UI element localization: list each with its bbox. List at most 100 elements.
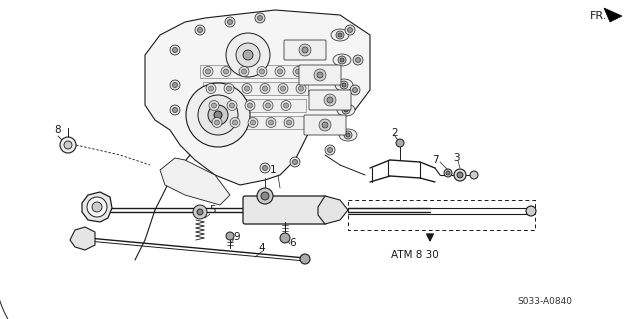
Circle shape (198, 95, 238, 135)
Circle shape (250, 120, 255, 125)
Bar (206, 99, 306, 112)
Circle shape (340, 81, 348, 89)
Ellipse shape (335, 79, 353, 91)
Polygon shape (604, 8, 622, 22)
Text: S033-A0840: S033-A0840 (518, 298, 573, 307)
Circle shape (287, 120, 291, 125)
Circle shape (255, 13, 265, 23)
Circle shape (214, 111, 222, 119)
Circle shape (342, 83, 346, 87)
FancyBboxPatch shape (299, 65, 341, 85)
Circle shape (350, 85, 360, 95)
FancyBboxPatch shape (243, 196, 327, 224)
Polygon shape (160, 158, 230, 205)
Circle shape (344, 108, 348, 112)
Circle shape (248, 117, 258, 128)
Circle shape (248, 103, 253, 108)
Circle shape (454, 169, 466, 181)
Polygon shape (82, 192, 112, 222)
Circle shape (280, 86, 285, 91)
Text: 6: 6 (290, 238, 296, 248)
Circle shape (298, 86, 303, 91)
Circle shape (353, 55, 363, 65)
Circle shape (92, 202, 102, 212)
Circle shape (243, 50, 253, 60)
Circle shape (259, 69, 264, 74)
Circle shape (236, 43, 260, 67)
Circle shape (212, 117, 222, 128)
Ellipse shape (333, 54, 351, 66)
Circle shape (300, 254, 310, 264)
Ellipse shape (337, 104, 355, 116)
Ellipse shape (339, 129, 357, 141)
Circle shape (293, 66, 303, 77)
Circle shape (232, 120, 237, 125)
FancyBboxPatch shape (309, 90, 351, 110)
Circle shape (290, 157, 300, 167)
Circle shape (227, 100, 237, 110)
Circle shape (284, 103, 289, 108)
Circle shape (314, 69, 326, 81)
Circle shape (257, 16, 262, 20)
Circle shape (173, 83, 177, 87)
FancyBboxPatch shape (304, 115, 346, 135)
Circle shape (340, 58, 344, 62)
Circle shape (396, 139, 404, 147)
Circle shape (208, 105, 228, 125)
Circle shape (348, 27, 353, 33)
Circle shape (64, 141, 72, 149)
Circle shape (325, 145, 335, 155)
Text: 5: 5 (210, 205, 216, 215)
Circle shape (328, 147, 333, 152)
Circle shape (87, 197, 107, 217)
Circle shape (205, 69, 211, 74)
Text: 2: 2 (392, 128, 398, 138)
Circle shape (195, 25, 205, 35)
Ellipse shape (331, 29, 349, 41)
Circle shape (322, 122, 328, 128)
Circle shape (173, 108, 177, 113)
Text: 3: 3 (452, 153, 460, 163)
Circle shape (299, 44, 311, 56)
Circle shape (230, 117, 240, 128)
Circle shape (266, 103, 271, 108)
Circle shape (342, 106, 350, 114)
Circle shape (296, 84, 306, 93)
Circle shape (257, 66, 267, 77)
Circle shape (227, 86, 232, 91)
Circle shape (260, 163, 270, 173)
Circle shape (224, 84, 234, 93)
Circle shape (281, 100, 291, 110)
Circle shape (324, 94, 336, 106)
Circle shape (292, 160, 298, 165)
Circle shape (338, 33, 342, 37)
Circle shape (193, 205, 207, 219)
Circle shape (170, 105, 180, 115)
Circle shape (317, 72, 323, 78)
Circle shape (261, 192, 269, 200)
Circle shape (444, 169, 452, 177)
Bar (209, 116, 304, 129)
Text: 8: 8 (54, 125, 61, 135)
Circle shape (214, 120, 220, 125)
Circle shape (275, 66, 285, 77)
Circle shape (244, 86, 250, 91)
Circle shape (239, 66, 249, 77)
Circle shape (269, 120, 273, 125)
Circle shape (230, 103, 234, 108)
Circle shape (302, 47, 308, 53)
Circle shape (280, 233, 290, 243)
Circle shape (260, 84, 270, 93)
Circle shape (278, 69, 282, 74)
Circle shape (226, 33, 270, 77)
Circle shape (198, 27, 202, 33)
Circle shape (221, 66, 231, 77)
Circle shape (186, 83, 250, 147)
Circle shape (257, 188, 273, 204)
Text: 9: 9 (234, 232, 240, 242)
Circle shape (197, 209, 203, 215)
Circle shape (266, 117, 276, 128)
Circle shape (263, 100, 273, 110)
Circle shape (446, 171, 450, 175)
Text: 1: 1 (269, 165, 276, 175)
